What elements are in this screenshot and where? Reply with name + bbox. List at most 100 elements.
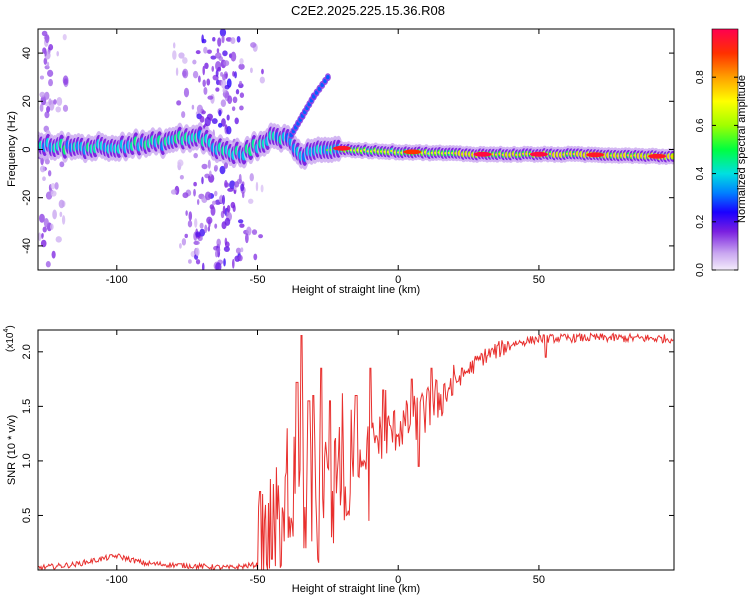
heatmap-speckle: [217, 122, 223, 128]
heatmap-speckle: [48, 98, 52, 106]
heatmap-speckle: [222, 205, 226, 214]
heatmap-speckle: [230, 201, 236, 209]
heatmap-speckle: [232, 96, 238, 104]
heatmap-speckle: [221, 118, 226, 127]
heatmap-speckle: [217, 66, 222, 72]
snr-multiplier: (x104): [3, 325, 16, 352]
heatmap-speckle: [235, 89, 240, 95]
heatmap-speckle: [58, 199, 65, 209]
colorbar-tick-label: 0.2: [695, 214, 706, 228]
heatmap-speckle: [43, 57, 48, 65]
x-tick-label: 50: [533, 274, 545, 286]
heatmap-speckle: [223, 60, 230, 67]
heatmap-speckle: [193, 181, 197, 187]
heatmap-speckle: [239, 105, 244, 111]
heatmap-speckle: [185, 210, 188, 216]
heatmap-speckle: [170, 189, 177, 195]
heatmap-speckle: [211, 65, 215, 72]
heatmap-speckle: [181, 111, 186, 118]
heatmap-speckle: [191, 104, 195, 110]
svg-text:(x104): (x104): [3, 325, 16, 352]
snr-multiplier-base: (x10: [5, 332, 16, 352]
heatmap-speckle: [204, 191, 212, 201]
y-tick-label: 0.5: [21, 508, 33, 523]
spectral-peak: [648, 153, 667, 159]
heatmap-speckle: [193, 152, 198, 159]
heatmap-speckle: [203, 86, 208, 95]
heatmap-speckle: [211, 200, 217, 205]
heatmap-speckle: [224, 182, 230, 188]
heatmap-speckle: [230, 51, 237, 62]
heatmap-speckle: [227, 95, 233, 104]
heatmap-speckle: [215, 52, 222, 59]
colorbar-tick-label: 0.8: [695, 70, 706, 84]
heatmap-speckle: [222, 74, 227, 81]
heatmap-speckle: [44, 48, 47, 57]
snr-axes: -100 -50 0 50 0.5 1.0 1.5 2.0: [21, 330, 674, 586]
heatmap-speckle: [240, 183, 245, 192]
heatmap-speckle: [50, 223, 54, 230]
y-tick-label: 0: [21, 146, 33, 152]
heatmap-speckle: [195, 231, 201, 238]
heatmap-speckle: [56, 96, 63, 106]
heatmap-speckle: [219, 29, 227, 37]
heatmap-speckle: [62, 34, 67, 41]
heatmap-speckle: [201, 176, 204, 185]
heatmap-speckle: [50, 190, 57, 197]
heatmap-speckle: [173, 42, 176, 49]
heatmap-speckle: [222, 50, 228, 57]
colorbar-gradient: [712, 29, 738, 270]
heatmap-speckle: [175, 67, 179, 76]
y-tick-label: 20: [21, 95, 33, 107]
heatmap-speckle: [231, 106, 236, 112]
heatmap-speckle: [216, 238, 221, 247]
heatmap-speckle: [44, 34, 50, 44]
y-tick-label: 2.0: [21, 344, 33, 359]
heatmap-speckle: [39, 91, 46, 98]
heatmap-speckle: [215, 250, 219, 258]
heatmap-speckle: [176, 100, 182, 106]
heatmap-speckle: [179, 243, 182, 249]
heatmap-speckle: [42, 226, 47, 233]
heatmap-speckle: [56, 50, 59, 57]
spectral-peak: [529, 151, 548, 157]
heatmap-speckle: [39, 75, 45, 80]
heatmap-speckle: [250, 42, 257, 48]
x-tick-label: -100: [106, 274, 128, 286]
heatmap-speckle: [207, 226, 211, 232]
x-tick-label: -50: [250, 274, 266, 286]
heatmap-speckle: [251, 229, 258, 235]
heatmap-speckle: [39, 213, 45, 223]
heatmap-speckle: [51, 250, 56, 259]
heatmap-speckle: [46, 61, 50, 68]
heatmap-speckle: [199, 115, 205, 123]
heatmap-speckle: [234, 181, 240, 188]
heatmap-speckle: [195, 259, 201, 265]
heatmap-speckle: [63, 78, 68, 85]
heatmap-speckle: [237, 219, 244, 224]
heatmap-speckle: [39, 165, 46, 173]
figure-title: C2E2.2025.225.15.36.R08: [291, 3, 445, 18]
spectral-peak: [332, 145, 351, 151]
heatmap-speckle: [230, 37, 236, 44]
heatmap-speckle: [214, 223, 218, 229]
heatmap-speckle: [47, 69, 54, 77]
heatmap-speckle: [250, 67, 253, 74]
heatmap-speckle: [215, 262, 222, 270]
heatmap-speckle: [202, 65, 205, 76]
heatmap-speckle: [234, 71, 237, 79]
heatmap-speckle: [192, 59, 197, 65]
heatmap-speckle: [53, 99, 57, 105]
spectral-peak: [403, 149, 422, 155]
heatmap-speckle: [217, 37, 222, 47]
heatmap-speckle: [184, 233, 188, 239]
heatmap-speckle: [182, 68, 189, 79]
heatmap-speckle: [210, 206, 216, 216]
colorbar-tick-label: 0.4: [695, 166, 706, 180]
heatmap-speckle: [182, 57, 188, 64]
heatmap-speckle: [41, 30, 48, 37]
heatmap-speckle: [52, 209, 57, 220]
heatmap-speckle: [214, 190, 218, 197]
heatmap-speckle: [46, 105, 51, 113]
